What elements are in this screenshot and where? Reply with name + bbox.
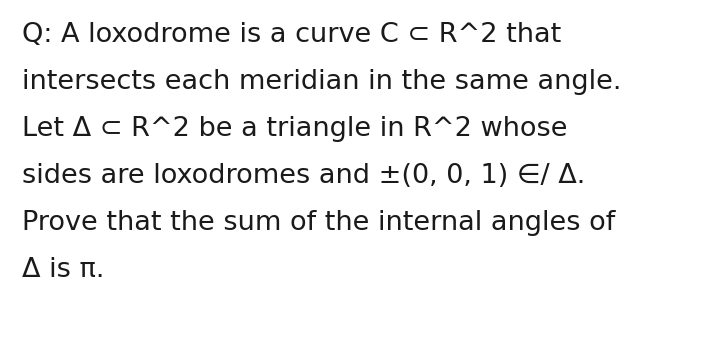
Text: sides are loxodromes and ±(0, 0, 1) ∈/ Δ.: sides are loxodromes and ±(0, 0, 1) ∈/ Δ… [22,163,585,189]
Text: Let Δ ⊂ R^2 be a triangle in R^2 whose: Let Δ ⊂ R^2 be a triangle in R^2 whose [22,116,567,142]
Text: intersects each meridian in the same angle.: intersects each meridian in the same ang… [22,69,621,95]
Text: Δ is π.: Δ is π. [22,257,104,283]
Text: Prove that the sum of the internal angles of: Prove that the sum of the internal angle… [22,210,616,236]
Text: Q: A loxodrome is a curve C ⊂ R^2 that: Q: A loxodrome is a curve C ⊂ R^2 that [22,22,562,48]
